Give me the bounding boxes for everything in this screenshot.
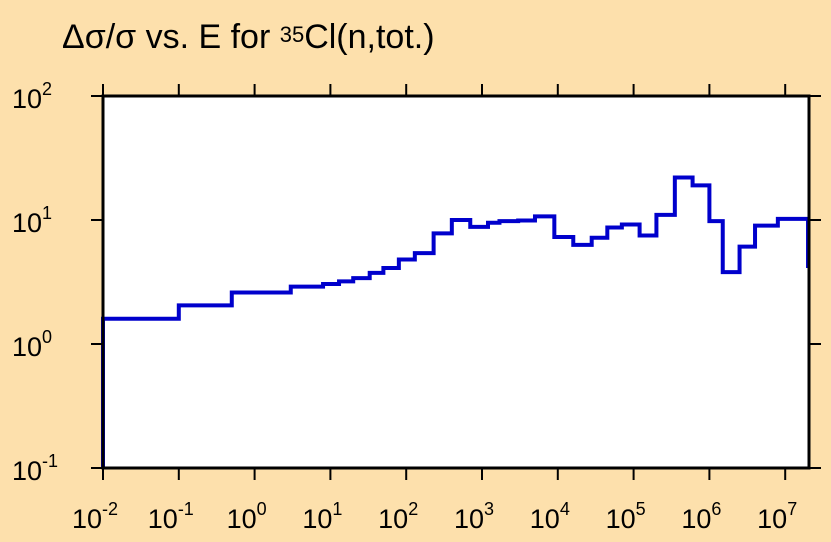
y-tick-label-exponent: 1: [42, 203, 52, 223]
y-tick-label-base: 10: [12, 84, 42, 114]
y-tick-label-3: 10-1: [12, 451, 58, 486]
x-tick-label-base: 10: [72, 504, 102, 534]
x-tick-label-base: 10: [302, 504, 332, 534]
chart-title-superscript: 35: [279, 22, 305, 47]
x-tick-label-1: 10-1: [148, 499, 194, 534]
x-tick-label-exponent: -2: [102, 499, 118, 519]
plot-area: [103, 96, 809, 468]
series-line-0: [101, 175, 811, 468]
x-tick-label-5: 103: [454, 499, 494, 534]
x-tick-label-base: 10: [606, 504, 636, 534]
y-tick-label-base: 10: [12, 208, 42, 238]
x-tick-label-base: 10: [454, 504, 484, 534]
x-tick-label-exponent: 7: [787, 499, 797, 519]
plot-frame: [101, 94, 811, 470]
y-tick-label-exponent: -1: [42, 451, 58, 471]
x-tick-label-6: 104: [530, 499, 570, 534]
x-tick-label-exponent: 4: [560, 499, 570, 519]
x-tick-label-exponent: 0: [257, 499, 267, 519]
x-tick-label-0: 10-2: [72, 499, 118, 534]
x-tick-label-9: 107: [757, 499, 797, 534]
x-tick-label-base: 10: [757, 504, 787, 534]
x-tick-label-3: 101: [302, 499, 342, 534]
y-tick-label-exponent: 2: [42, 79, 52, 99]
x-tick-label-7: 105: [606, 499, 646, 534]
y-tick-label-2: 100: [12, 327, 52, 362]
x-tick-label-exponent: -1: [178, 499, 194, 519]
chart-title: Δσ/σ vs. E for 35Cl(n,tot.): [62, 18, 435, 57]
x-tick-label-base: 10: [148, 504, 178, 534]
x-tick-label-exponent: 2: [408, 499, 418, 519]
x-tick-label-2: 100: [227, 499, 267, 534]
x-tick-label-base: 10: [681, 504, 711, 534]
chart-title-suffix: Cl(n,tot.): [304, 18, 435, 56]
x-tick-label-8: 106: [681, 499, 721, 534]
x-tick-label-base: 10: [378, 504, 408, 534]
y-tick-label-base: 10: [12, 332, 42, 362]
x-tick-label-exponent: 3: [484, 499, 494, 519]
y-tick-label-base: 10: [12, 456, 42, 486]
chart-title-prefix: Δσ/σ vs. E for: [62, 18, 280, 56]
x-tick-label-base: 10: [530, 504, 560, 534]
x-tick-label-exponent: 1: [332, 499, 342, 519]
y-tick-label-1: 101: [12, 203, 52, 238]
x-tick-label-base: 10: [227, 504, 257, 534]
x-tick-label-exponent: 6: [711, 499, 721, 519]
x-tick-label-4: 102: [378, 499, 418, 534]
y-tick-label-0: 102: [12, 79, 52, 114]
x-tick-label-exponent: 5: [636, 499, 646, 519]
y-tick-label-exponent: 0: [42, 327, 52, 347]
